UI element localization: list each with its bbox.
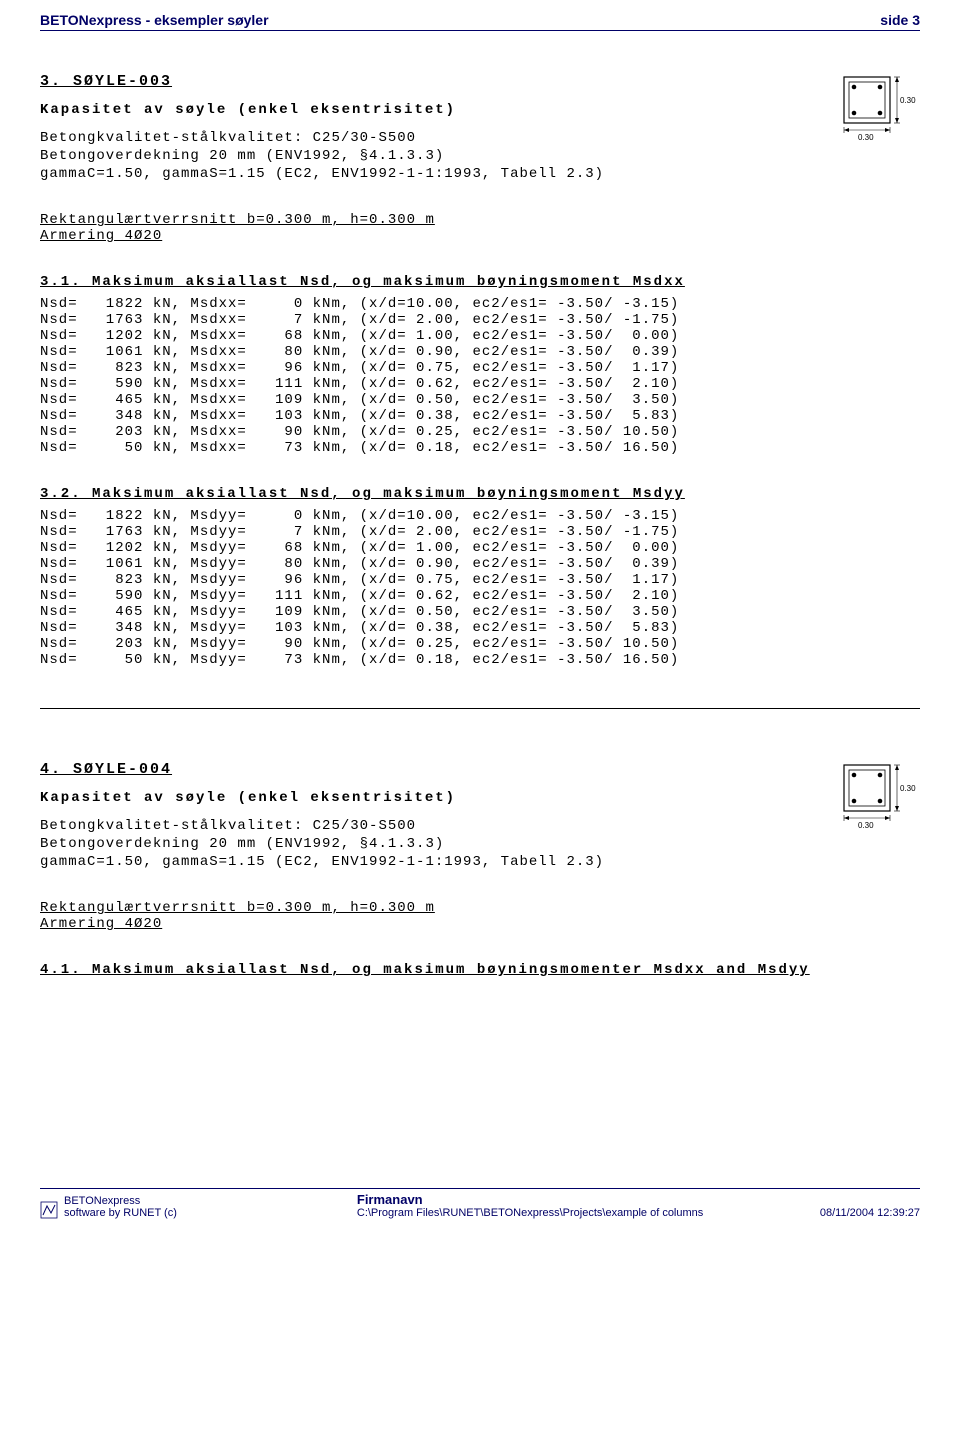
footer-prod1: BETONexpress: [64, 1195, 177, 1207]
section3-rect1: Rektangulærtverrsnitt b=0.300 m, h=0.300…: [40, 212, 920, 228]
page-header: BETONexpress - eksempler søyler side 3: [40, 12, 920, 31]
data-row: Nsd= 1202 kN, Msdyy= 68 kNm, (x/d= 1.00,…: [40, 540, 920, 556]
block31-head: 3.1. Maksimum aksiallast Nsd, og maksimu…: [40, 274, 920, 290]
runet-logo-icon: [40, 1201, 58, 1219]
dim-h: 0.30: [858, 133, 874, 142]
data-row: Nsd= 465 kN, Msdxx= 109 kNm, (x/d= 0.50,…: [40, 392, 920, 408]
data-row: Nsd= 203 kN, Msdyy= 90 kNm, (x/d= 0.25, …: [40, 636, 920, 652]
data-row: Nsd= 1061 kN, Msdyy= 80 kNm, (x/d= 0.90,…: [40, 556, 920, 572]
data-row: Nsd= 1822 kN, Msdxx= 0 kNm, (x/d=10.00, …: [40, 296, 920, 312]
data-row: Nsd= 590 kN, Msdxx= 111 kNm, (x/d= 0.62,…: [40, 376, 920, 392]
data-row: Nsd= 1763 kN, Msdxx= 7 kNm, (x/d= 2.00, …: [40, 312, 920, 328]
section3-title: 3. SØYLE-003: [40, 73, 604, 90]
dim-v: 0.30: [900, 96, 916, 105]
block31-rows: Nsd= 1822 kN, Msdxx= 0 kNm, (x/d=10.00, …: [40, 296, 920, 456]
svg-text:0.30: 0.30: [858, 821, 874, 830]
cross-section-diagram-2: 0.30 0.30: [840, 761, 920, 841]
section3-meta2: Betongoverdekning 20 mm (ENV1992, §4.1.3…: [40, 148, 604, 164]
page-footer: BETONexpress software by RUNET (c) Firma…: [40, 1188, 920, 1219]
section3-meta3: gammaC=1.50, gammaS=1.15 (EC2, ENV1992-1…: [40, 166, 604, 182]
footer-path: C:\Program Files\RUNET\BETONexpress\Proj…: [357, 1207, 820, 1219]
data-row: Nsd= 348 kN, Msdxx= 103 kNm, (x/d= 0.38,…: [40, 408, 920, 424]
data-row: Nsd= 823 kN, Msdxx= 96 kNm, (x/d= 0.75, …: [40, 360, 920, 376]
block32-rows: Nsd= 1822 kN, Msdyy= 0 kNm, (x/d=10.00, …: [40, 508, 920, 668]
data-row: Nsd= 590 kN, Msdyy= 111 kNm, (x/d= 0.62,…: [40, 588, 920, 604]
section4-title: 4. SØYLE-004: [40, 761, 604, 778]
section4-subtitle: Kapasitet av søyle (enkel eksentrisitet): [40, 790, 604, 806]
cross-section-diagram: 0.30 0.30: [840, 73, 920, 153]
section-divider: [40, 708, 920, 709]
data-row: Nsd= 203 kN, Msdxx= 90 kNm, (x/d= 0.25, …: [40, 424, 920, 440]
data-row: Nsd= 348 kN, Msdyy= 103 kNm, (x/d= 0.38,…: [40, 620, 920, 636]
data-row: Nsd= 823 kN, Msdyy= 96 kNm, (x/d= 0.75, …: [40, 572, 920, 588]
header-right: side 3: [880, 12, 920, 28]
footer-firm: Firmanavn: [357, 1192, 820, 1207]
footer-date: 08/11/2004 12:39:27: [820, 1207, 920, 1219]
data-row: Nsd= 465 kN, Msdyy= 109 kNm, (x/d= 0.50,…: [40, 604, 920, 620]
section3-meta1: Betongkvalitet-stålkvalitet: C25/30-S500: [40, 130, 604, 146]
section3-subtitle: Kapasitet av søyle (enkel eksentrisitet): [40, 102, 604, 118]
data-row: Nsd= 50 kN, Msdxx= 73 kNm, (x/d= 0.18, e…: [40, 440, 920, 456]
section3-rect2: Armering 4Ø20: [40, 228, 920, 244]
section4-rect1: Rektangulærtverrsnitt b=0.300 m, h=0.300…: [40, 900, 920, 916]
section4-meta3: gammaC=1.50, gammaS=1.15 (EC2, ENV1992-1…: [40, 854, 604, 870]
data-row: Nsd= 1822 kN, Msdyy= 0 kNm, (x/d=10.00, …: [40, 508, 920, 524]
section4-rect2: Armering 4Ø20: [40, 916, 920, 932]
block41-head: 4.1. Maksimum aksiallast Nsd, og maksimu…: [40, 962, 920, 978]
data-row: Nsd= 50 kN, Msdyy= 73 kNm, (x/d= 0.18, e…: [40, 652, 920, 668]
data-row: Nsd= 1202 kN, Msdxx= 68 kNm, (x/d= 1.00,…: [40, 328, 920, 344]
data-row: Nsd= 1763 kN, Msdyy= 7 kNm, (x/d= 2.00, …: [40, 524, 920, 540]
data-row: Nsd= 1061 kN, Msdxx= 80 kNm, (x/d= 0.90,…: [40, 344, 920, 360]
header-left: BETONexpress - eksempler søyler: [40, 12, 269, 28]
block32-head: 3.2. Maksimum aksiallast Nsd, og maksimu…: [40, 486, 920, 502]
section4-meta2: Betongoverdekning 20 mm (ENV1992, §4.1.3…: [40, 836, 604, 852]
footer-prod2: software by RUNET (c): [64, 1207, 177, 1219]
section4-meta1: Betongkvalitet-stålkvalitet: C25/30-S500: [40, 818, 604, 834]
svg-text:0.30: 0.30: [900, 784, 916, 793]
